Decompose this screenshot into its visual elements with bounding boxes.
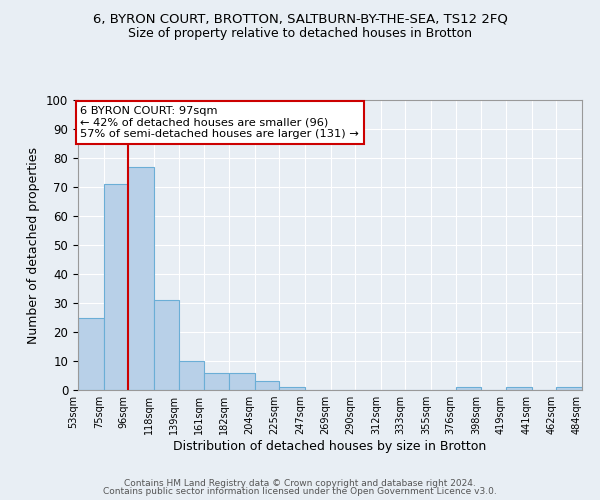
Bar bbox=[456, 387, 481, 390]
Bar bbox=[154, 300, 179, 390]
Text: 6, BYRON COURT, BROTTON, SALTBURN-BY-THE-SEA, TS12 2FQ: 6, BYRON COURT, BROTTON, SALTBURN-BY-THE… bbox=[92, 12, 508, 26]
Text: Contains public sector information licensed under the Open Government Licence v3: Contains public sector information licen… bbox=[103, 487, 497, 496]
Text: Size of property relative to detached houses in Brotton: Size of property relative to detached ho… bbox=[128, 28, 472, 40]
Text: 6 BYRON COURT: 97sqm
← 42% of detached houses are smaller (96)
57% of semi-detac: 6 BYRON COURT: 97sqm ← 42% of detached h… bbox=[80, 106, 359, 139]
Bar bbox=[104, 184, 128, 390]
Bar bbox=[556, 387, 582, 390]
Bar bbox=[279, 387, 305, 390]
Y-axis label: Number of detached properties: Number of detached properties bbox=[28, 146, 40, 344]
Text: Contains HM Land Registry data © Crown copyright and database right 2024.: Contains HM Land Registry data © Crown c… bbox=[124, 478, 476, 488]
Bar bbox=[229, 372, 254, 390]
Bar bbox=[78, 318, 104, 390]
Bar bbox=[179, 361, 204, 390]
Bar bbox=[254, 382, 279, 390]
Bar bbox=[204, 372, 229, 390]
Bar bbox=[506, 387, 532, 390]
Bar bbox=[128, 166, 154, 390]
X-axis label: Distribution of detached houses by size in Brotton: Distribution of detached houses by size … bbox=[173, 440, 487, 453]
